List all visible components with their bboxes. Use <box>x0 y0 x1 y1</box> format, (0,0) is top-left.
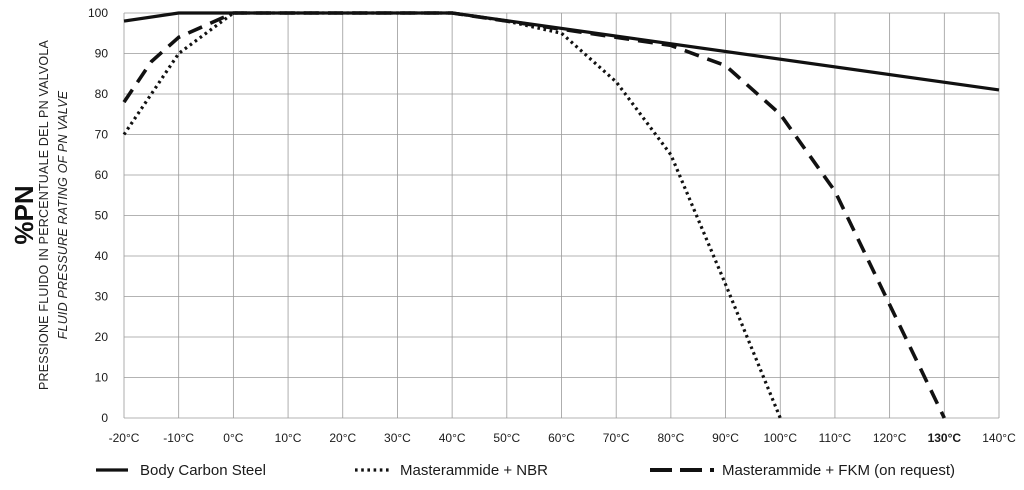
x-tick-label: 80°C <box>657 431 684 445</box>
y-tick-label: 0 <box>101 411 108 425</box>
y-tick-label: 40 <box>95 249 109 263</box>
legend-label: Masterammide + FKM (on request) <box>722 462 955 479</box>
y-tick-label: 10 <box>95 371 109 385</box>
y-tick-label: 60 <box>95 168 109 182</box>
legend-label: Masterammide + NBR <box>400 462 548 479</box>
x-tick-label: 30°C <box>384 431 411 445</box>
x-tick-labels: -20°C -10°C 0°C 10°C 20°C 30°C 40°C 50°C 60°C 70°… <box>109 431 1016 445</box>
y-tick-labels: 0 10 20 30 40 50 60 70 80 90 100 <box>88 6 108 425</box>
x-tick-label: 110°C <box>819 431 852 445</box>
x-tick-label: 20°C <box>329 431 356 445</box>
x-tick-label: 50°C <box>493 431 520 445</box>
y-axis-title: %PN <box>9 185 39 244</box>
x-tick-label: 0°C <box>223 431 243 445</box>
y-axis-label-italian: PRESSIONE FLUIDO IN PERCENTUALE DEL PN V… <box>37 40 51 390</box>
y-tick-label: 100 <box>88 6 108 20</box>
y-tick-label: 20 <box>95 330 109 344</box>
x-tick-label: 140°C <box>982 431 1016 445</box>
series-lines <box>122 11 1000 419</box>
y-axis-title-group: %PN PRESSIONE FLUIDO IN PERCENTUALE DEL … <box>9 40 70 390</box>
x-tick-label: 70°C <box>603 431 630 445</box>
y-tick-label: 80 <box>95 87 109 101</box>
y-axis-label-english: FLUID PRESSURE RATING OF PN VALVE <box>56 90 70 339</box>
x-tick-label: 60°C <box>548 431 575 445</box>
x-tick-label: 90°C <box>712 431 739 445</box>
x-tick-label: 130°C <box>928 431 962 445</box>
legend-label: Body Carbon Steel <box>140 462 266 479</box>
y-tick-label: 90 <box>95 47 109 61</box>
legend: Body Carbon Steel Masterammide + NBR Maste… <box>96 462 955 479</box>
x-tick-label: -10°C <box>163 431 194 445</box>
series-line-dashed <box>122 11 946 419</box>
series-line-dotted <box>122 11 782 419</box>
x-tick-label: 40°C <box>439 431 466 445</box>
x-tick-label: 120°C <box>873 431 907 445</box>
y-tick-label: 50 <box>95 209 109 223</box>
y-tick-label: 70 <box>95 128 109 142</box>
grid <box>123 12 1000 419</box>
y-tick-label: 30 <box>95 290 109 304</box>
x-tick-label: 100°C <box>764 431 798 445</box>
x-tick-label: -20°C <box>109 431 140 445</box>
x-tick-label: 10°C <box>275 431 302 445</box>
